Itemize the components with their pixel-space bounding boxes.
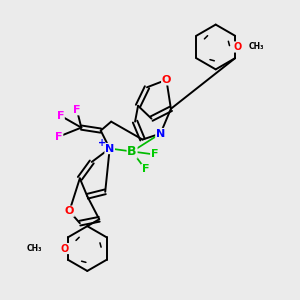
Text: O: O: [162, 75, 171, 85]
Text: O: O: [61, 244, 69, 254]
Text: F: F: [151, 149, 158, 160]
Text: CH₃: CH₃: [248, 43, 264, 52]
Text: +: +: [98, 138, 106, 148]
Text: O: O: [65, 206, 74, 216]
Text: N: N: [156, 129, 165, 139]
Text: F: F: [55, 132, 63, 142]
Text: F: F: [57, 111, 64, 121]
Text: B: B: [127, 145, 137, 158]
Text: F: F: [142, 164, 149, 174]
Text: O: O: [234, 42, 242, 52]
Text: CH₃: CH₃: [27, 244, 43, 253]
Text: F: F: [73, 105, 81, 115]
Text: N: N: [105, 143, 114, 154]
